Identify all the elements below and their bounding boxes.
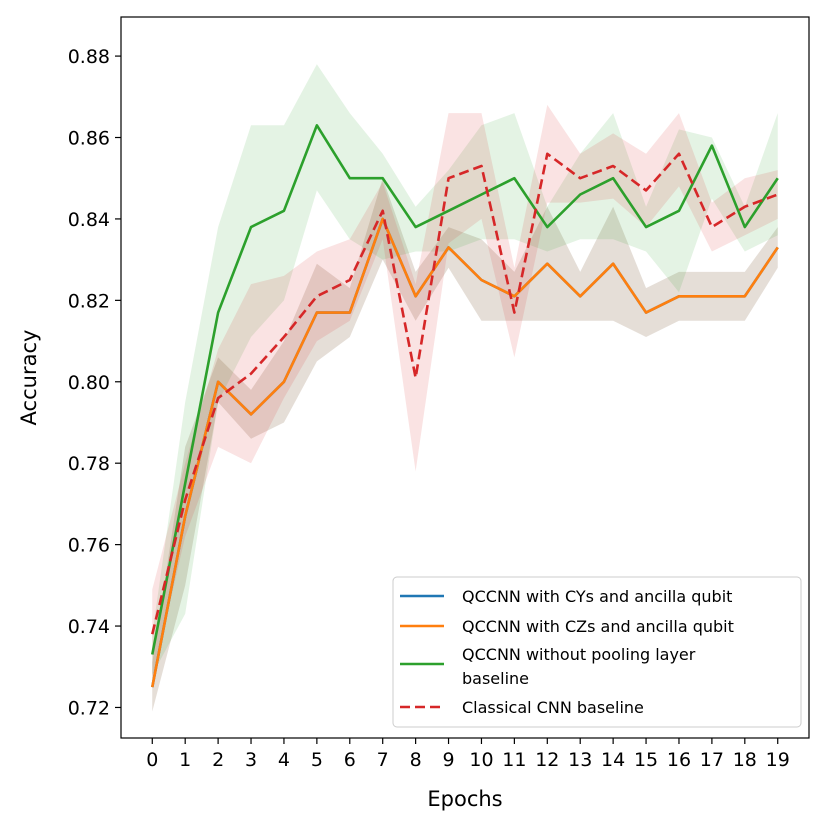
series-3-line — [151, 152, 779, 635]
x-tick-label: 5 — [311, 749, 323, 771]
x-tick-label: 11 — [502, 749, 526, 771]
x-tick-label: 9 — [442, 749, 454, 771]
x-tick-label: 0 — [146, 749, 158, 771]
legend-label-2: QCCNN without pooling layer — [462, 645, 696, 664]
y-tick-label: 0.72 — [68, 697, 110, 719]
y-tick-label: 0.88 — [68, 46, 110, 68]
confidence-bands — [152, 64, 778, 712]
x-tick-label: 10 — [469, 749, 493, 771]
y-tick-label: 0.84 — [68, 209, 110, 231]
x-tick-label: 12 — [535, 749, 559, 771]
legend-frame — [392, 576, 802, 728]
series-3-band — [152, 104, 778, 679]
x-tick-label: 16 — [667, 749, 691, 771]
legend-label-0: QCCNN with CYs and ancilla qubit — [462, 587, 732, 606]
x-tick-label: 19 — [766, 749, 790, 771]
series-2-band — [152, 64, 778, 675]
x-axis-ticks: 0 1 2 3 4 5 6 7 8 9 10 11 12 13 14 15 16 17 18 19 — [146, 738, 790, 771]
legend-label-2: baseline — [462, 669, 529, 688]
x-tick-label: 14 — [601, 749, 625, 771]
series-lines — [150, 123, 779, 688]
x-tick-label: 3 — [245, 749, 257, 771]
legend-label-1: QCCNN with CZs and ancilla qubit — [462, 617, 734, 636]
y-axis-ticks: 0.72 0.74 0.76 0.78 0.80 0.82 0.84 0.86 0.88 — [68, 46, 121, 719]
y-tick-label: 0.86 — [68, 128, 110, 150]
series-0-band — [152, 178, 778, 712]
y-tick-label: 0.82 — [68, 290, 110, 312]
legend: QCCNN with CYs and ancilla qubit QCCNN wi… — [392, 576, 802, 728]
x-tick-label: 13 — [568, 749, 592, 771]
legend-label-3: Classical CNN baseline — [462, 698, 644, 717]
y-tick-label: 0.78 — [68, 453, 110, 475]
series-1-line — [150, 217, 779, 688]
x-tick-label: 2 — [212, 749, 224, 771]
y-tick-label: 0.76 — [68, 535, 110, 557]
x-tick-label: 7 — [377, 749, 389, 771]
x-axis-label: Epochs — [427, 787, 502, 811]
x-tick-label: 4 — [278, 749, 290, 771]
series-1-band — [152, 178, 778, 712]
plot-frame — [120, 16, 810, 739]
x-tick-label: 18 — [733, 749, 757, 771]
y-tick-label: 0.80 — [68, 372, 110, 394]
x-tick-label: 8 — [410, 749, 422, 771]
series-2-line — [150, 123, 779, 655]
x-tick-label: 1 — [179, 749, 191, 771]
y-tick-label: 0.74 — [68, 616, 110, 638]
y-axis-label: Accuracy — [17, 330, 41, 426]
x-tick-label: 17 — [700, 749, 724, 771]
x-tick-label: 6 — [344, 749, 356, 771]
x-tick-label: 15 — [634, 749, 658, 771]
